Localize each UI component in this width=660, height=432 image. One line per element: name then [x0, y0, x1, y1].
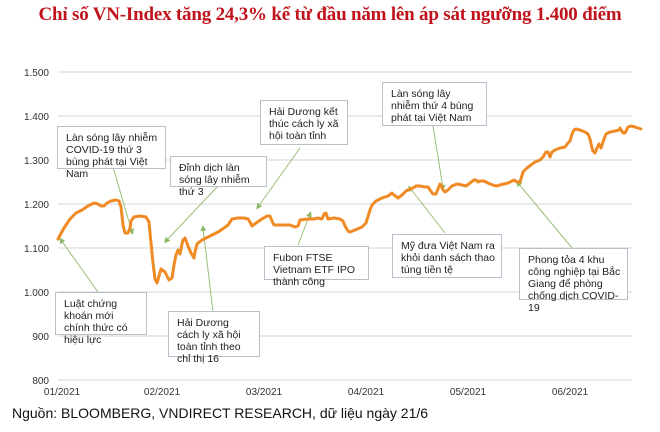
- y-tick: 1.200: [24, 200, 49, 211]
- x-tick: 01/2021: [44, 387, 81, 398]
- chart-title: Chỉ số VN-Index tăng 24,3% kể từ đầu năm…: [38, 4, 622, 25]
- x-tick: 06/2021: [552, 387, 589, 398]
- annotation-us-currency-list: Mỹ đưa Việt Nam ra khỏi danh sách thao t…: [392, 234, 502, 278]
- x-axis-labels: 01/2021 02/2021 03/2021 04/2021 05/2021 …: [44, 387, 589, 398]
- y-tick: 1.300: [24, 156, 49, 167]
- annotation-third-wave-peak: Đỉnh dịch làn sóng lây nhiễm thứ 3: [170, 156, 267, 198]
- annotation-arrows: [59, 125, 573, 313]
- y-tick: 900: [32, 332, 49, 343]
- y-tick: 1.400: [24, 112, 49, 123]
- annotation-fourth-wave: Làn sóng lây nhiễm thứ 4 bùng phát tại V…: [382, 82, 487, 126]
- annotation-fubon-etf: Fubon FTSE Vietnam ETF IPO thành công: [264, 246, 369, 288]
- x-tick: 03/2021: [246, 387, 283, 398]
- source-note: Nguồn: BLOOMBERG, VNDIRECT RESEARCH, dữ …: [12, 405, 429, 421]
- annotation-bac-giang-lockdown: Phong tỏa 4 khu công nghiệp tại Bắc Gian…: [519, 248, 628, 314]
- y-tick: 1.100: [24, 244, 49, 255]
- x-tick: 05/2021: [450, 387, 487, 398]
- annotation-securities-law: Luật chứng khoán mới chính thức có hiệu …: [55, 292, 147, 346]
- y-tick: 1.000: [24, 288, 49, 299]
- annotation-hai-duong-lockdown: Hải Dương cách ly xã hội toàn tỉnh theo …: [168, 311, 260, 365]
- vn-index-line: [56, 124, 643, 285]
- y-tick: 800: [32, 376, 49, 387]
- x-tick: 04/2021: [348, 387, 385, 398]
- annotation-hai-duong-end: Hải Dương kết thúc cách ly xã hội toàn t…: [260, 100, 348, 145]
- x-tick: 02/2021: [144, 387, 181, 398]
- annotation-third-wave-outbreak: Làn sóng lây nhiễm COVID-19 thứ 3 bùng p…: [57, 126, 166, 180]
- y-tick: 1.500: [24, 68, 49, 79]
- y-axis-labels: 1.500 1.400 1.300 1.200 1.100 1.000 900 …: [24, 68, 49, 387]
